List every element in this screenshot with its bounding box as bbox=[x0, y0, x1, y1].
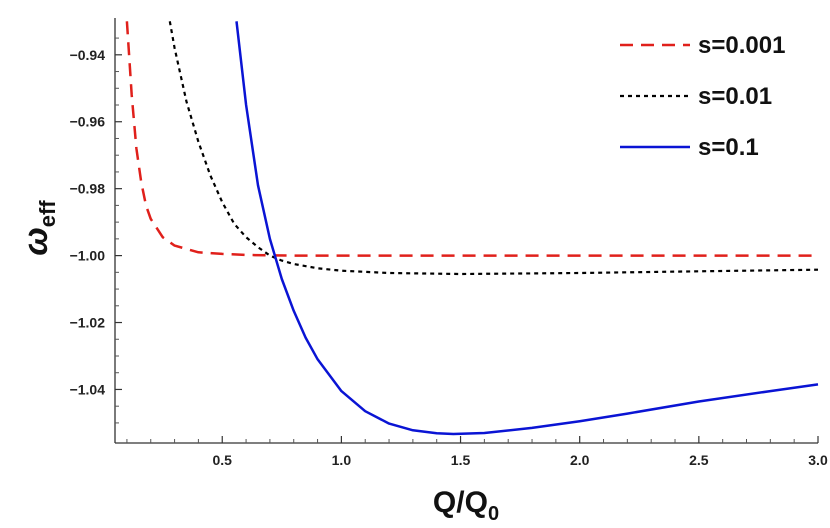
x-axis-title-main: Q/Q bbox=[433, 486, 488, 519]
x-tick-label: 2.5 bbox=[689, 452, 709, 468]
y-axis-title: ωeff bbox=[17, 200, 60, 256]
y-tick-label: −0.96 bbox=[70, 114, 106, 130]
series-line-3 bbox=[235, 21, 819, 436]
y-tick-label: −0.94 bbox=[70, 47, 106, 63]
series-layer bbox=[125, 21, 819, 436]
legend: s=0.001 s=0.01 s=0.1 bbox=[620, 32, 785, 161]
y-tick-label: −1.00 bbox=[70, 248, 106, 264]
x-tick-label: 0.5 bbox=[213, 452, 233, 468]
y-tick-label: −0.98 bbox=[70, 181, 106, 197]
x-axis-title: Q/Q0 bbox=[433, 486, 499, 525]
y-axis-title-main: ω bbox=[17, 227, 55, 255]
series-line-2 bbox=[168, 21, 819, 276]
legend-label-2: s=0.01 bbox=[698, 83, 772, 110]
y-tick-label: −1.04 bbox=[70, 381, 106, 397]
x-tick-label: 3.0 bbox=[808, 452, 828, 468]
x-tick-label: 1.0 bbox=[332, 452, 352, 468]
legend-label-1: s=0.001 bbox=[698, 32, 785, 59]
x-tick-label: 2.0 bbox=[570, 452, 590, 468]
axis-ticks: 0.5 1.0 1.5 2.0 2.5 3.0 −0.94 −0.96 −0.98 −1.00 −1… bbox=[70, 37, 828, 468]
x-tick-label: 1.5 bbox=[451, 452, 471, 468]
plot-frame: 0.5 1.0 1.5 2.0 2.5 3.0 −0.94 −0.96 −0.98 −1.00 −1… bbox=[70, 18, 828, 468]
legend-label-3: s=0.1 bbox=[698, 134, 759, 161]
y-tick-label: −1.02 bbox=[70, 315, 106, 331]
x-axis-title-sub: 0 bbox=[488, 503, 499, 525]
y-axis-title-sub: eff bbox=[35, 200, 60, 228]
series-line-1 bbox=[125, 21, 818, 257]
